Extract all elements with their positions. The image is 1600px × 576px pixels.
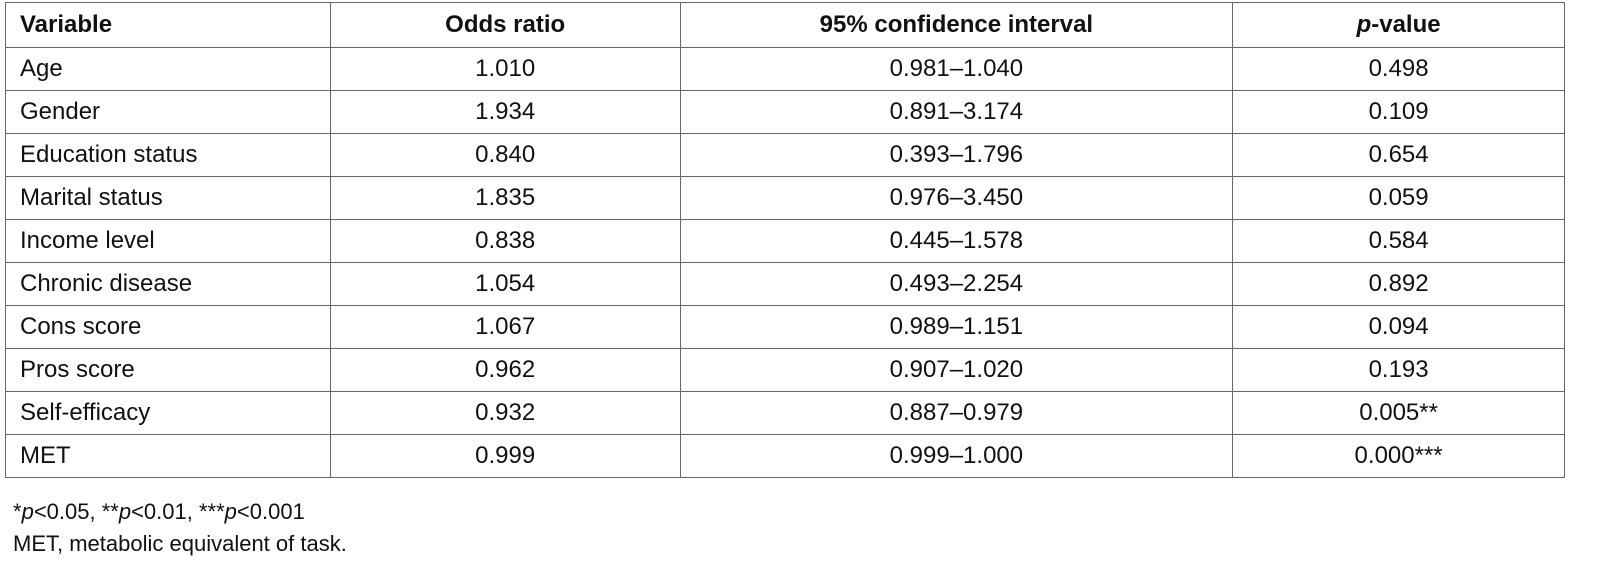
table-cell: 0.109	[1232, 90, 1565, 134]
text-run: -value	[1371, 11, 1441, 38]
table-cell: Self-efficacy	[5, 391, 331, 435]
table-row: Pros score 0.962 0.907–1.020 0.193	[5, 348, 1565, 392]
table-cell: MET	[5, 434, 331, 478]
table-cell: Pros score	[5, 348, 331, 392]
table-cell: 1.835	[329, 176, 681, 220]
table-cell: Age	[5, 47, 331, 91]
table-cell: 0.840	[329, 133, 681, 177]
table-row: MET 0.999 0.999–1.000 0.000***	[5, 434, 1565, 478]
table-cell: Gender	[5, 90, 331, 134]
table-cell: Cons score	[5, 305, 331, 349]
table-cell: 0.584	[1232, 219, 1565, 263]
table-cell: 0.891–3.174	[679, 90, 1234, 134]
table-cell: 0.887–0.979	[679, 391, 1234, 435]
table-cell: Chronic disease	[5, 262, 331, 306]
table-row: Chronic disease 1.054 0.493–2.254 0.892	[5, 262, 1565, 306]
table-cell: Income level	[5, 219, 331, 263]
table-cell: 0.981–1.040	[679, 47, 1234, 91]
table-cell: 0.654	[1232, 133, 1565, 177]
header-cell: 95% confidence interval	[679, 2, 1234, 48]
table-cell: Education status	[5, 133, 331, 177]
footnotes: *p<0.05, **p<0.01, ***p<0.001 MET, metabo…	[13, 496, 347, 560]
table-cell: 0.000***	[1232, 434, 1565, 478]
footnote-line: MET, metabolic equivalent of task.	[13, 528, 347, 560]
table-cell: 0.907–1.020	[679, 348, 1234, 392]
table-row: Income level 0.838 0.445–1.578 0.584	[5, 219, 1565, 263]
table-cell: 0.193	[1232, 348, 1565, 392]
table-cell: 1.067	[329, 305, 681, 349]
header-cell: p-value	[1232, 2, 1565, 48]
table-cell: 0.932	[329, 391, 681, 435]
table-cell: 0.005**	[1232, 391, 1565, 435]
table-cell: 0.094	[1232, 305, 1565, 349]
table-row: Cons score 1.067 0.989–1.151 0.094	[5, 305, 1565, 349]
footnote-line: *p<0.05, **p<0.01, ***p<0.001	[13, 496, 347, 528]
table-cell: 0.498	[1232, 47, 1565, 91]
text-run: p	[21, 499, 34, 524]
table-cell: 0.493–2.254	[679, 262, 1234, 306]
table-cell: 0.962	[329, 348, 681, 392]
table-cell: 1.054	[329, 262, 681, 306]
table-cell: 0.393–1.796	[679, 133, 1234, 177]
text-run: p	[118, 499, 132, 524]
table-cell: 1.934	[329, 90, 681, 134]
table-row: Marital status 1.835 0.976–3.450 0.059	[5, 176, 1565, 220]
table-cell: 0.999–1.000	[679, 434, 1234, 478]
header-cell: Odds ratio	[329, 2, 681, 48]
text-run: <0.05, **	[33, 499, 119, 524]
header-row: Variable Odds ratio 95% confidence interva…	[5, 2, 1565, 48]
table-cell: 1.010	[329, 47, 681, 91]
table-cell: Marital status	[5, 176, 331, 220]
table-row: Age 1.010 0.981–1.040 0.498	[5, 47, 1565, 91]
text-run: p	[1356, 11, 1372, 38]
table-cell: 0.892	[1232, 262, 1565, 306]
text-run: <0.01, ***	[131, 499, 225, 524]
text-run: p	[224, 499, 237, 524]
table-row: Education status 0.840 0.393–1.796 0.654	[5, 133, 1565, 177]
table-cell: 0.976–3.450	[679, 176, 1234, 220]
table-cell: 0.989–1.151	[679, 305, 1234, 349]
table-body: Age 1.010 0.981–1.040 0.498 Gender 1.934 0.891…	[5, 47, 1565, 478]
table-cell: 0.445–1.578	[679, 219, 1234, 263]
text-run: <0.001	[236, 499, 305, 524]
text-run: MET, metabolic equivalent of task.	[13, 531, 347, 556]
table-cell: 0.059	[1232, 176, 1565, 220]
text-run: *	[13, 499, 22, 524]
table-row: Gender 1.934 0.891–3.174 0.109	[5, 90, 1565, 134]
table-cell: 0.838	[329, 219, 681, 263]
header-cell: Variable	[5, 2, 331, 48]
results-table: Variable Odds ratio 95% confidence interva…	[5, 2, 1565, 478]
table-row: Self-efficacy 0.932 0.887–0.979 0.005**	[5, 391, 1565, 435]
table-cell: 0.999	[329, 434, 681, 478]
table-wrap: Variable Odds ratio 95% confidence interva…	[5, 2, 1565, 478]
